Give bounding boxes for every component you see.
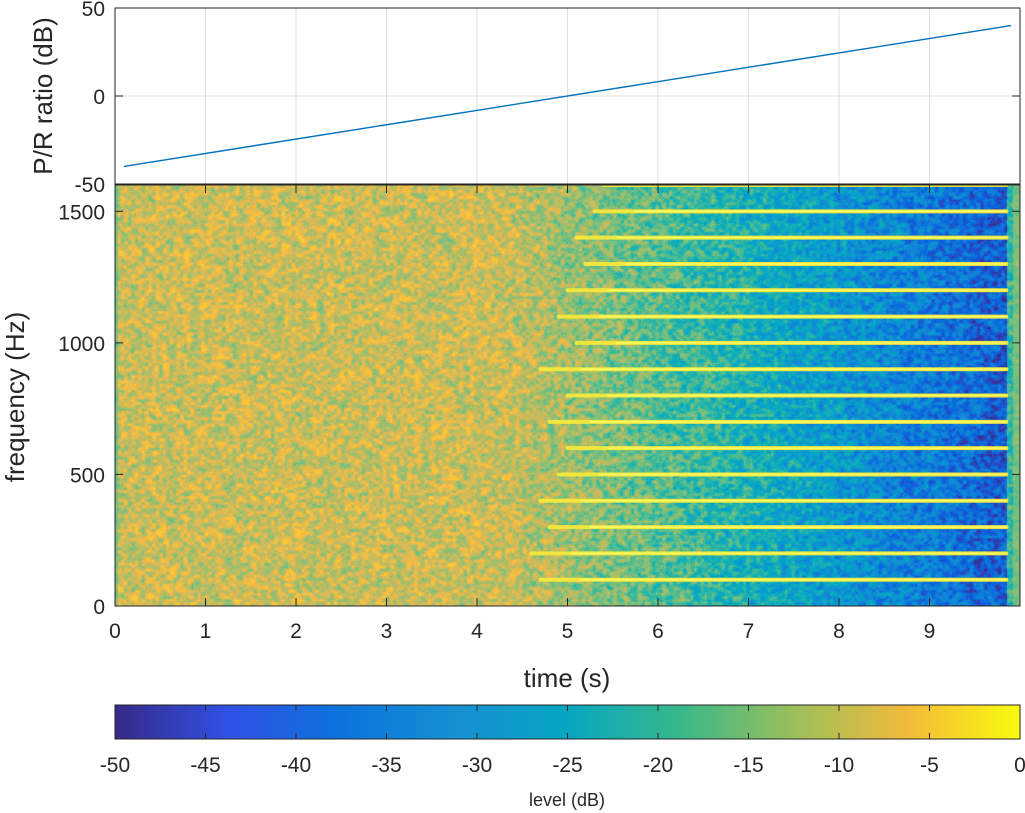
spectrogram-x-tick-label: 7 (743, 620, 755, 643)
spectrogram-plot: 0 1 2 3 4 5 6 7 8 9 0 500 1000 1500 time (s) frequen… (0, 184, 1021, 693)
colorbar-tick-label: -40 (281, 754, 311, 777)
colorbar-tick-label: -5 (920, 754, 939, 777)
colorbar-label: level (dB) (529, 790, 605, 810)
colorbar-tick-label: -35 (371, 754, 401, 777)
spectrogram-x-tick-label: 5 (562, 620, 574, 643)
colorbar-tick-label: -20 (643, 754, 673, 777)
spectrogram-x-axis-label: time (s) (524, 663, 611, 693)
spectrogram-y-axis-label: frequency (Hz) (0, 312, 30, 483)
spectrogram-x-ticks: 0 1 2 3 4 5 6 7 8 9 (109, 185, 935, 643)
spectrogram-y-tick-label: 1000 (58, 333, 105, 356)
spectrogram-x-tick-label: 1 (200, 620, 212, 643)
colorbar-tick-label: -15 (733, 754, 763, 777)
colorbar-tick-label: 0 (1014, 754, 1025, 777)
spectrogram-y-tick-label: 1500 (58, 201, 105, 224)
colorbar-ticks: -50 -45 -40 -35 -30 -25 -20 -15 -10 -5 0 (100, 705, 1025, 777)
spectrogram-y-tick-label: 500 (70, 464, 105, 487)
colorbar-tick-label: -30 (462, 754, 492, 777)
harmonic-lines (529, 185, 1009, 582)
top-y-tick-label: 50 (82, 0, 105, 21)
spectrogram-x-tick-label: 4 (471, 620, 483, 643)
spectrogram-x-tick-label: 3 (381, 620, 393, 643)
pr-ratio-line (123, 24, 1012, 168)
spectrogram-y-tick-label: 0 (93, 596, 105, 619)
top-line-plot: -50 0 50 P/R ratio (dB) (28, 0, 1021, 197)
spectrogram-x-tick-label: 0 (109, 620, 121, 643)
colorbar: -50 -45 -40 -35 -30 -25 -20 -15 -10 -5 0 level (dB… (100, 704, 1025, 810)
top-y-axis-label: P/R ratio (dB) (28, 17, 58, 175)
top-y-tick-label: -50 (75, 174, 105, 197)
colorbar-tick-label: -45 (190, 754, 220, 777)
colorbar-tick-label: -10 (824, 754, 854, 777)
colorbar-tick-label: -25 (552, 754, 582, 777)
top-y-ticks: -50 0 50 (75, 0, 1020, 197)
spectrogram-x-tick-label: 2 (290, 620, 302, 643)
spectrogram-x-tick-label: 6 (652, 620, 664, 643)
top-y-tick-label: 0 (93, 86, 105, 109)
spectrogram-x-tick-label: 9 (924, 620, 936, 643)
spectrogram-x-tick-label: 8 (833, 620, 845, 643)
colorbar-tick-label: -50 (100, 754, 130, 777)
spectrogram-y-ticks: 0 500 1000 1500 (58, 201, 1020, 619)
